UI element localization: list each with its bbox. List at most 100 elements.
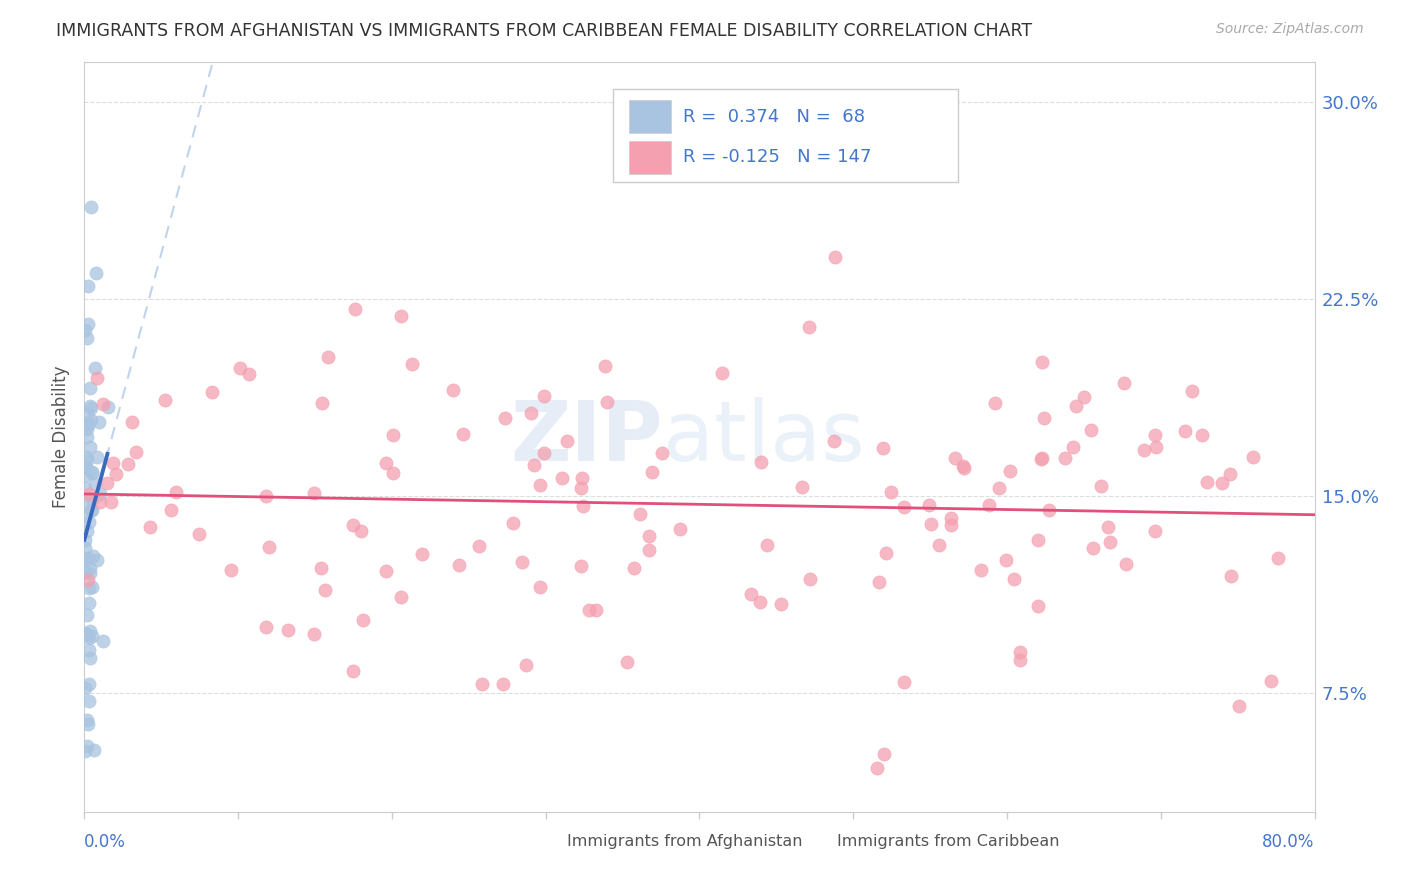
- Point: [984, 396, 1007, 410]
- Point: [988, 481, 1011, 495]
- Point: [302, 627, 325, 641]
- Point: [1080, 423, 1102, 437]
- Point: [1026, 533, 1049, 547]
- Point: [76, 607, 98, 622]
- Point: [309, 560, 332, 574]
- Point: [314, 583, 336, 598]
- Point: [520, 407, 543, 421]
- Point: [1191, 428, 1213, 442]
- Point: [76, 430, 98, 444]
- Point: [630, 508, 652, 522]
- Point: [77, 643, 100, 657]
- Point: [79, 399, 101, 413]
- Point: [1174, 424, 1197, 438]
- Point: [97, 400, 120, 414]
- Point: [1144, 440, 1167, 454]
- Y-axis label: Female Disability: Female Disability: [52, 366, 70, 508]
- Point: [799, 572, 821, 586]
- Point: [80, 580, 103, 594]
- Point: [1267, 550, 1289, 565]
- FancyBboxPatch shape: [630, 100, 671, 133]
- Point: [928, 538, 950, 552]
- Point: [76, 407, 98, 421]
- Point: [529, 478, 551, 492]
- Point: [77, 694, 100, 708]
- Point: [939, 511, 962, 525]
- Point: [1219, 569, 1241, 583]
- Point: [868, 574, 890, 589]
- Point: [555, 434, 578, 449]
- Text: Immigrants from Caribbean: Immigrants from Caribbean: [838, 834, 1060, 849]
- Point: [79, 631, 101, 645]
- Point: [89, 495, 111, 509]
- Text: 0.0%: 0.0%: [84, 833, 127, 851]
- Point: [970, 563, 993, 577]
- Point: [1211, 476, 1233, 491]
- Point: [1195, 475, 1218, 489]
- Point: [468, 539, 491, 553]
- Point: [352, 613, 374, 627]
- Point: [391, 590, 413, 604]
- Point: [502, 516, 524, 530]
- Point: [79, 381, 101, 395]
- Point: [710, 366, 733, 380]
- Point: [939, 518, 962, 533]
- Point: [342, 664, 364, 678]
- Point: [79, 624, 101, 638]
- Point: [1097, 520, 1119, 534]
- Point: [100, 495, 122, 509]
- FancyBboxPatch shape: [789, 828, 831, 855]
- Point: [76, 417, 98, 431]
- Point: [451, 427, 474, 442]
- Point: [977, 498, 1000, 512]
- Point: [79, 441, 101, 455]
- Point: [75, 481, 97, 495]
- Point: [1219, 467, 1241, 481]
- Point: [77, 418, 100, 433]
- Point: [83, 743, 105, 757]
- Point: [75, 554, 97, 568]
- Point: [76, 713, 98, 727]
- Point: [1098, 534, 1121, 549]
- Point: [740, 587, 762, 601]
- Point: [75, 626, 97, 640]
- Point: [401, 357, 423, 371]
- Point: [533, 446, 555, 460]
- Point: [117, 458, 139, 472]
- Point: [75, 459, 97, 474]
- Point: [89, 487, 111, 501]
- Point: [159, 502, 181, 516]
- Point: [447, 558, 470, 573]
- FancyBboxPatch shape: [613, 88, 957, 182]
- Point: [952, 459, 974, 474]
- Point: [76, 422, 98, 436]
- Point: [75, 681, 97, 696]
- Point: [1112, 376, 1135, 390]
- Point: [82, 549, 104, 563]
- Point: [80, 629, 103, 643]
- Point: [1031, 452, 1053, 467]
- Point: [1038, 502, 1060, 516]
- Point: [75, 467, 97, 482]
- Text: Source: ZipAtlas.com: Source: ZipAtlas.com: [1216, 22, 1364, 37]
- Point: [441, 384, 464, 398]
- Point: [77, 550, 100, 565]
- Point: [374, 565, 396, 579]
- Point: [382, 466, 405, 480]
- Point: [76, 317, 98, 331]
- Point: [1090, 478, 1112, 492]
- Point: [254, 489, 277, 503]
- Point: [75, 450, 97, 465]
- Point: [76, 331, 98, 345]
- Text: R =  0.374   N =  68: R = 0.374 N = 68: [683, 108, 866, 126]
- Point: [77, 487, 100, 501]
- Point: [344, 302, 367, 317]
- Point: [91, 397, 114, 411]
- Point: [866, 761, 889, 775]
- Point: [995, 553, 1018, 567]
- Point: [792, 480, 814, 494]
- Point: [641, 465, 664, 479]
- Point: [84, 267, 107, 281]
- Point: [1229, 698, 1251, 713]
- Point: [593, 359, 616, 373]
